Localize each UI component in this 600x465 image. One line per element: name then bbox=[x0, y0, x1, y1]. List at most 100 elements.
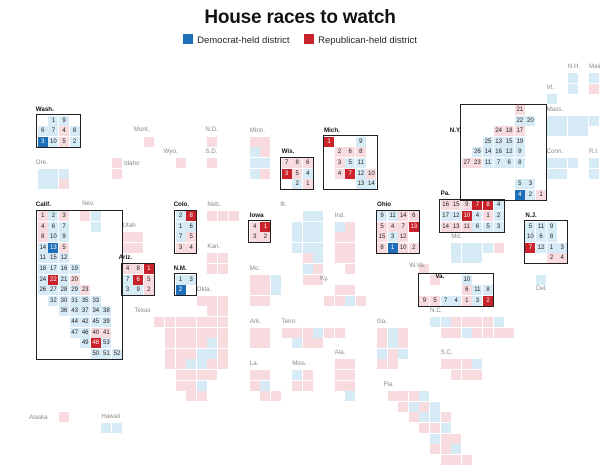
district-cell bbox=[472, 370, 483, 380]
district-cell bbox=[80, 211, 91, 221]
district-cell: 9 bbox=[419, 295, 430, 306]
district-cell: 5 bbox=[143, 274, 154, 285]
district-cell: 9 bbox=[514, 147, 525, 158]
district-cell: 2 bbox=[525, 189, 536, 200]
district-cell bbox=[472, 253, 483, 264]
district-cell: 6 bbox=[37, 126, 48, 137]
district-cell bbox=[207, 348, 218, 359]
district-cell: 15 bbox=[451, 200, 462, 211]
district-cell bbox=[451, 454, 462, 465]
district-cell bbox=[345, 391, 356, 402]
district-cell: 8 bbox=[546, 232, 557, 243]
district-cell: 1 bbox=[302, 179, 313, 190]
district-cell: 27 bbox=[461, 158, 472, 168]
district-cell bbox=[186, 370, 197, 380]
district-cell bbox=[334, 253, 345, 264]
legend: Democrat-held district Republican-held d… bbox=[0, 34, 600, 46]
state-label: Colo. bbox=[173, 201, 190, 208]
district-cell bbox=[292, 327, 303, 338]
district-cell bbox=[334, 295, 345, 306]
district-cell bbox=[451, 433, 462, 444]
district-cell bbox=[430, 423, 440, 433]
district-cell bbox=[440, 327, 451, 338]
state-label: N.M. bbox=[173, 264, 187, 272]
district-cell bbox=[461, 359, 472, 370]
district-cell: 10 bbox=[461, 274, 472, 285]
district-cell bbox=[165, 348, 175, 359]
district-cell: 8 bbox=[483, 200, 493, 211]
district-cell bbox=[345, 264, 356, 274]
district-cell bbox=[472, 242, 483, 253]
district-cell: 3 bbox=[175, 242, 186, 253]
district-cell bbox=[196, 327, 207, 338]
district-cell: 7 bbox=[493, 158, 504, 168]
district-cell bbox=[483, 242, 493, 253]
district-cell bbox=[440, 317, 451, 327]
district-cell: 4 bbox=[472, 211, 483, 221]
district-cell bbox=[504, 327, 515, 338]
state-label: Va. bbox=[435, 272, 445, 280]
state-label: Ariz. bbox=[118, 254, 133, 261]
district-cell bbox=[440, 433, 451, 444]
district-cell bbox=[578, 115, 589, 126]
state-label: Idaho bbox=[124, 160, 140, 167]
district-cell: 52 bbox=[112, 348, 122, 359]
district-cell bbox=[546, 94, 557, 105]
district-cell: 51 bbox=[101, 348, 112, 359]
district-cell bbox=[249, 370, 260, 380]
district-cell bbox=[101, 423, 112, 433]
district-cell: 9 bbox=[377, 211, 387, 221]
district-cell bbox=[271, 285, 281, 296]
district-cell: 15 bbox=[48, 253, 59, 264]
district-cell: 2 bbox=[143, 285, 154, 296]
district-cell bbox=[451, 317, 462, 327]
district-cell bbox=[430, 274, 440, 285]
district-cell bbox=[451, 359, 462, 370]
district-cell: 11 bbox=[37, 253, 48, 264]
district-cell bbox=[59, 179, 69, 190]
state-label: Ohio bbox=[377, 201, 392, 208]
district-cell bbox=[334, 370, 345, 380]
district-cell: 5 bbox=[59, 136, 69, 147]
district-cell: 20 bbox=[525, 115, 536, 126]
district-cell: 6 bbox=[408, 211, 419, 221]
district-cell bbox=[196, 338, 207, 349]
district-cell: 2 bbox=[292, 179, 303, 190]
district-cell bbox=[313, 253, 324, 264]
district-cell bbox=[48, 168, 59, 179]
district-cell: 3 bbox=[281, 168, 292, 179]
district-cell: 6 bbox=[536, 232, 546, 243]
district-cell bbox=[334, 242, 345, 253]
state-label: Texas bbox=[134, 307, 151, 314]
district-cell: 1 bbox=[536, 189, 546, 200]
district-cell: 7 bbox=[281, 158, 292, 168]
state-label: S.C. bbox=[440, 349, 453, 357]
district-cell bbox=[207, 370, 218, 380]
district-cell bbox=[313, 211, 324, 221]
state-label: Alaska bbox=[29, 414, 48, 422]
district-cell bbox=[578, 126, 589, 137]
district-cell bbox=[143, 136, 154, 147]
district-cell bbox=[302, 211, 313, 221]
district-cell: 3 bbox=[387, 232, 398, 243]
state-label: Mo. bbox=[249, 264, 261, 272]
district-cell: 53 bbox=[101, 338, 112, 349]
district-cell: 26 bbox=[472, 147, 483, 158]
district-cell bbox=[186, 327, 197, 338]
district-cell: 38 bbox=[101, 306, 112, 317]
district-cell bbox=[302, 242, 313, 253]
district-cell bbox=[345, 295, 356, 306]
district-cell bbox=[175, 348, 186, 359]
district-cell bbox=[218, 327, 228, 338]
state-label: Wis. bbox=[281, 148, 295, 155]
district-cell bbox=[324, 327, 334, 338]
district-cell bbox=[345, 253, 356, 264]
district-cell bbox=[228, 211, 239, 221]
state-label: La. bbox=[249, 360, 259, 367]
district-cell: 2 bbox=[493, 211, 504, 221]
district-cell: 3 bbox=[186, 274, 197, 285]
district-cell: 18 bbox=[37, 264, 48, 274]
district-cell bbox=[260, 380, 271, 391]
district-cell: 11 bbox=[483, 158, 493, 168]
district-cell bbox=[122, 232, 133, 243]
